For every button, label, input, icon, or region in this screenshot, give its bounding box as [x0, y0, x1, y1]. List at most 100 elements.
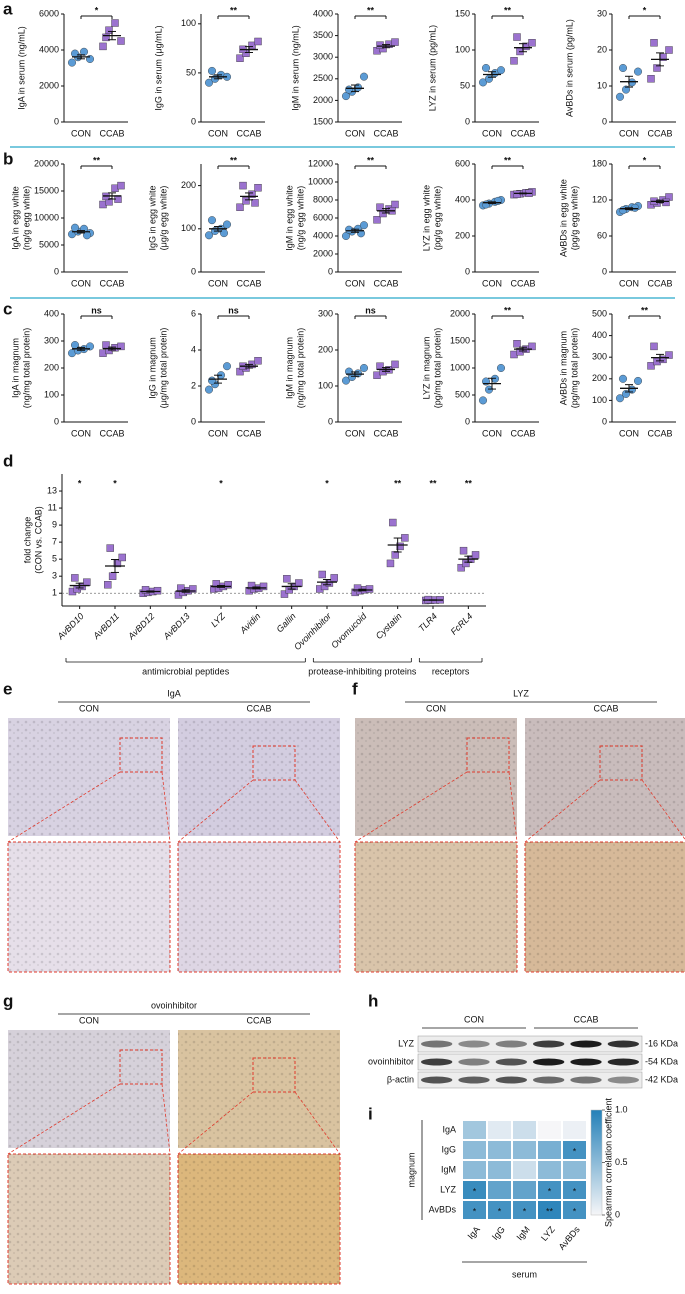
- zoom-box: [119, 1049, 163, 1085]
- data-point: [491, 374, 500, 383]
- row-label: IgA: [442, 1124, 456, 1134]
- cell-annotation: *: [573, 1186, 577, 1196]
- zoom-connector: [294, 779, 341, 843]
- y-tick-label: 13: [47, 485, 57, 495]
- stain-title: IgA: [167, 688, 181, 698]
- data-point: [391, 360, 399, 369]
- y-tick-label: 6: [191, 308, 196, 318]
- y-tick-label: 1: [52, 588, 57, 598]
- heatmap-cell: [513, 1201, 536, 1219]
- cell-annotation: *: [573, 1146, 577, 1156]
- blot-band: [532, 1076, 565, 1084]
- blot-band: [607, 1076, 640, 1084]
- data-point: [153, 586, 162, 595]
- y-axis-title: IgM in egg white: [284, 185, 294, 251]
- heatmap-cell: [513, 1161, 536, 1179]
- blot-size-label: -16 KDa: [645, 1038, 678, 1048]
- y-tick-label: 1500: [313, 116, 333, 126]
- zoom-connector: [177, 779, 254, 843]
- data-point: [224, 581, 232, 589]
- y-tick-label: 20000: [34, 158, 59, 168]
- x-tick-label: Gallin: [274, 611, 297, 634]
- x-tick-label: LYZ: [209, 611, 228, 630]
- column-label: IgM: [515, 1224, 532, 1242]
- data-point: [104, 581, 112, 589]
- data-point: [482, 63, 491, 72]
- data-point: [479, 396, 488, 405]
- y-tick-label: 2000: [313, 248, 333, 258]
- y-tick-label: 2500: [313, 73, 333, 83]
- blot-band: [607, 1040, 640, 1048]
- group-label: CCAB: [593, 703, 618, 713]
- heatmap-cell: [538, 1161, 561, 1179]
- y-tick-label: 12000: [308, 158, 333, 168]
- y-tick-label: 1000: [450, 362, 470, 372]
- y-tick-label: 4: [191, 344, 196, 354]
- y-tick-label: 100: [455, 44, 470, 54]
- data-point: [510, 57, 518, 65]
- blot-band: [570, 1040, 602, 1048]
- micrograph-texture: [178, 718, 340, 836]
- data-point: [497, 364, 506, 373]
- y-tick-label: 0: [602, 266, 607, 276]
- data-point: [236, 203, 244, 211]
- heatmap-cell: [488, 1201, 511, 1219]
- zoom-connector: [161, 771, 171, 843]
- data-point: [391, 551, 399, 559]
- data-point: [106, 544, 114, 552]
- panel-label: e: [3, 679, 12, 698]
- significance-label: *: [113, 478, 117, 488]
- colorbar: [590, 1109, 603, 1216]
- heatmap-cell: [463, 1141, 486, 1159]
- data-point: [71, 574, 79, 582]
- data-point: [650, 342, 658, 351]
- significance-label: **: [367, 5, 375, 15]
- y-tick-label: 5000: [39, 239, 59, 249]
- x-tick-label: CON: [482, 428, 502, 438]
- significance-label: ns: [365, 305, 376, 315]
- blot-size-label: -54 KDa: [645, 1056, 678, 1066]
- data-point: [471, 551, 480, 559]
- y-tick-label: 8000: [313, 194, 333, 204]
- y-tick-label: 200: [318, 344, 333, 354]
- x-tick-label: CCAB: [373, 278, 398, 288]
- y-tick-label: 300: [592, 352, 607, 362]
- y-axis-title: fold change: [22, 517, 32, 564]
- zoom-box: [599, 745, 643, 781]
- heatmap-cell: [513, 1141, 536, 1159]
- micrograph-texture: [525, 718, 685, 836]
- y-tick-label: 100: [181, 18, 196, 28]
- y-tick-label: 2000: [39, 80, 59, 90]
- x-tick-label: CON: [208, 278, 228, 288]
- colorbar-tick-label: 0: [615, 1209, 620, 1219]
- data-point: [360, 72, 369, 81]
- x-tick-label: CCAB: [647, 278, 672, 288]
- data-point: [247, 581, 256, 590]
- data-point: [396, 542, 404, 551]
- x-tick-label: CON: [619, 428, 639, 438]
- data-point: [462, 559, 470, 568]
- panel-label: d: [3, 451, 13, 470]
- x-tick-label: CON: [345, 428, 365, 438]
- data-point: [283, 575, 291, 583]
- data-point: [628, 78, 637, 87]
- panel-label: c: [3, 299, 12, 318]
- y-tick-label: 0: [328, 416, 333, 426]
- x-tick-label: CON: [208, 128, 228, 138]
- heatmap-cell: [513, 1181, 536, 1199]
- y-tick-label: 0: [328, 266, 333, 276]
- y-axis-title: (ng/mg total protein): [295, 328, 305, 409]
- y-tick-label: 4000: [313, 8, 333, 18]
- heatmap-cell: [563, 1161, 586, 1179]
- y-tick-label: 3000: [313, 52, 333, 62]
- data-point: [117, 37, 125, 45]
- y-tick-label: 200: [455, 230, 470, 240]
- stain-title: LYZ: [513, 688, 529, 698]
- group-label: CCAB: [246, 703, 271, 713]
- y-axis-title: (ng/g egg white): [295, 186, 305, 251]
- data-point: [647, 362, 655, 370]
- data-point: [222, 362, 231, 371]
- x-tick-label: CCAB: [236, 128, 261, 138]
- data-point: [459, 546, 468, 555]
- y-tick-label: 0: [465, 116, 470, 126]
